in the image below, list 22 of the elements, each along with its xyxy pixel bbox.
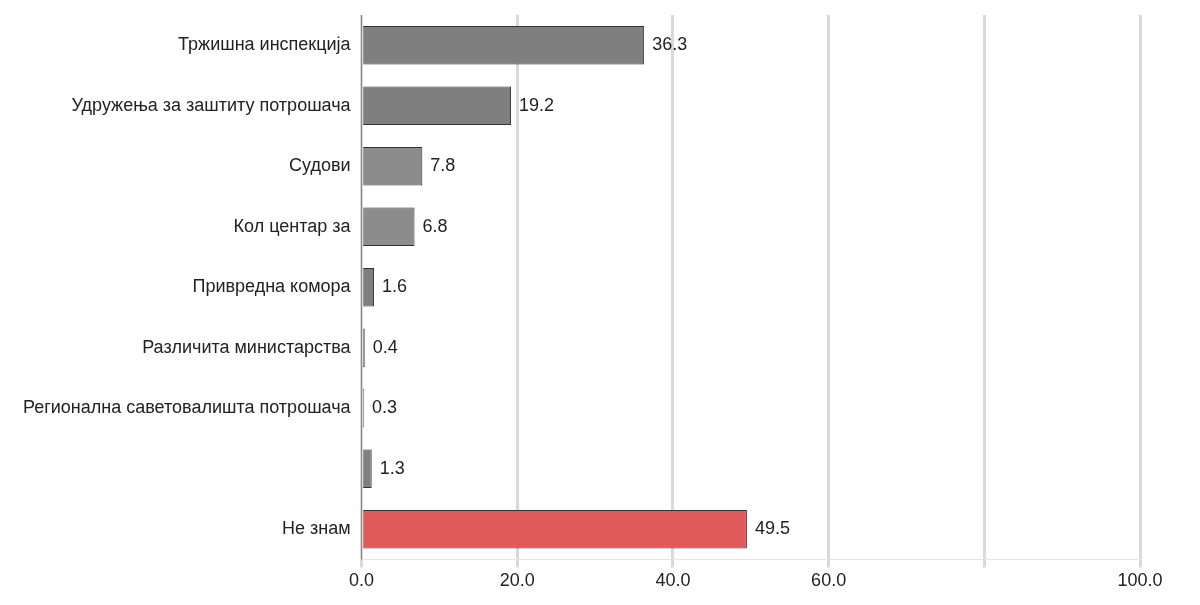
x-tick-label: 20.0: [499, 570, 535, 591]
x-tick-label: 60.0: [811, 570, 847, 591]
data-label: 0.3: [371, 397, 397, 418]
x-tick-label: 0.0: [349, 570, 375, 591]
y-tick-label: Не знам: [282, 518, 351, 539]
data-label: 6.8: [422, 215, 448, 236]
y-tick-label: Привредна комора: [192, 276, 352, 297]
data-label: 19.2: [519, 94, 555, 115]
data-label: 36.3: [652, 34, 688, 55]
y-tick-label: Регионална саветовалишта потрошача: [22, 397, 352, 418]
data-label: 49.5: [754, 518, 790, 539]
y-tick-label: Тржишна инспекција: [178, 34, 352, 55]
data-label: 0.4: [372, 336, 398, 357]
data-label: 1.3: [379, 457, 405, 478]
y-tick-label: Удружења за заштиту потрошача: [71, 94, 352, 115]
x-tick-label: 40.0: [655, 570, 691, 591]
y-tick-label: Судови: [289, 155, 351, 176]
data-label: 7.8: [430, 155, 456, 176]
y-tick-label: Различита министарства: [142, 336, 352, 357]
data-label: 1.6: [382, 276, 408, 297]
x-tick-label: 100.0: [1117, 570, 1163, 591]
y-tick-label: Кол центар за: [233, 215, 352, 236]
